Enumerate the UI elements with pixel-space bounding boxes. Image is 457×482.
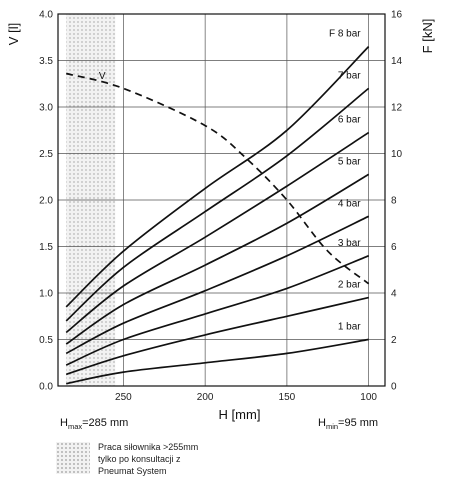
y-right-tick-label: 10 xyxy=(391,149,403,160)
hmin-label: Hmin=95 mm xyxy=(318,417,378,431)
y-right-tick-label: 4 xyxy=(391,289,397,300)
hmax-sub: max xyxy=(68,422,82,431)
legend: Praca siłownika >255mm tylko po konsulta… xyxy=(56,440,256,480)
y-left-tick-label: 0.5 xyxy=(39,335,53,346)
force-curve-8 xyxy=(65,46,370,308)
x-tick-label: 250 xyxy=(115,392,132,403)
curve-label-2: 2 bar xyxy=(338,280,361,291)
force-curve-4 xyxy=(65,215,369,355)
y-left-tick-label: 3.5 xyxy=(39,56,53,67)
hmax-label: Hmax=285 mm xyxy=(60,417,128,431)
curve-label-1: 1 bar xyxy=(338,322,361,333)
hmax-rest: =285 mm xyxy=(82,417,128,429)
y-axis-right-title: F [kN] xyxy=(420,19,435,54)
plot-frame xyxy=(57,13,386,387)
x-tick-label: 200 xyxy=(197,392,214,403)
force-curve-1 xyxy=(66,338,369,385)
curve-label-8: F 8 bar xyxy=(329,29,361,40)
y-left-tick-label: 0.0 xyxy=(39,382,53,393)
y-left-tick-label: 1.0 xyxy=(39,289,53,300)
hmin-rest: =95 mm xyxy=(338,417,378,429)
y-right-tick-label: 6 xyxy=(391,242,397,253)
y-left-tick-label: 2.0 xyxy=(39,196,53,207)
hmin-sub: min xyxy=(326,422,338,431)
force-curve-3 xyxy=(65,255,369,366)
curve-label-6: 6 bar xyxy=(338,115,361,126)
y-axis-left-title: V [l] xyxy=(6,23,21,45)
hmax-main: H xyxy=(60,417,68,429)
y-right-tick-label: 16 xyxy=(391,10,403,21)
y-right-tick-label: 12 xyxy=(391,103,403,114)
force-curve-5 xyxy=(65,173,370,345)
y-left-tick-label: 1.5 xyxy=(39,242,53,253)
curve-label-7: 7 bar xyxy=(338,70,361,81)
force-curve-7 xyxy=(65,87,370,322)
volume-curve: V xyxy=(65,71,370,285)
volume-curve-line xyxy=(65,72,370,285)
y-left-tick-label: 3.0 xyxy=(39,103,53,114)
y-right-tick-label: 8 xyxy=(391,196,397,207)
hmin-main: H xyxy=(318,417,326,429)
x-axis-title: H [mm] xyxy=(219,407,261,422)
grid xyxy=(58,13,385,387)
legend-hatch-swatch xyxy=(56,442,90,474)
force-curve-2 xyxy=(65,296,369,376)
curve-label-5: 5 bar xyxy=(338,156,361,167)
legend-text: Praca siłownika >255mm tylko po konsulta… xyxy=(98,442,199,476)
chart: 1 bar 2 bar 3 bar 4 bar 5 bar 6 bar 7 bar F 8 b… xyxy=(6,10,435,432)
y-left-tick-label: 4.0 xyxy=(39,10,53,21)
curve-label-4: 4 bar xyxy=(338,198,361,209)
y-right-tick-label: 14 xyxy=(391,56,403,67)
x-tick-label: 100 xyxy=(360,392,377,403)
volume-curve-label: V xyxy=(99,71,106,82)
y-right-tick-label: 0 xyxy=(391,382,397,393)
tick-labels: 250 200 150 100 0.0 0.5 1.0 1.5 2.0 2.5 3.0 3.5 4.0 0… xyxy=(39,10,402,404)
curve-label-3: 3 bar xyxy=(338,238,361,249)
x-tick-label: 150 xyxy=(279,392,296,403)
force-curves: 1 bar 2 bar 3 bar 4 bar 5 bar 6 bar 7 bar F 8 b… xyxy=(65,29,370,385)
y-left-tick-label: 2.5 xyxy=(39,149,53,160)
y-right-tick-label: 2 xyxy=(391,335,397,346)
force-curve-6 xyxy=(65,131,370,334)
